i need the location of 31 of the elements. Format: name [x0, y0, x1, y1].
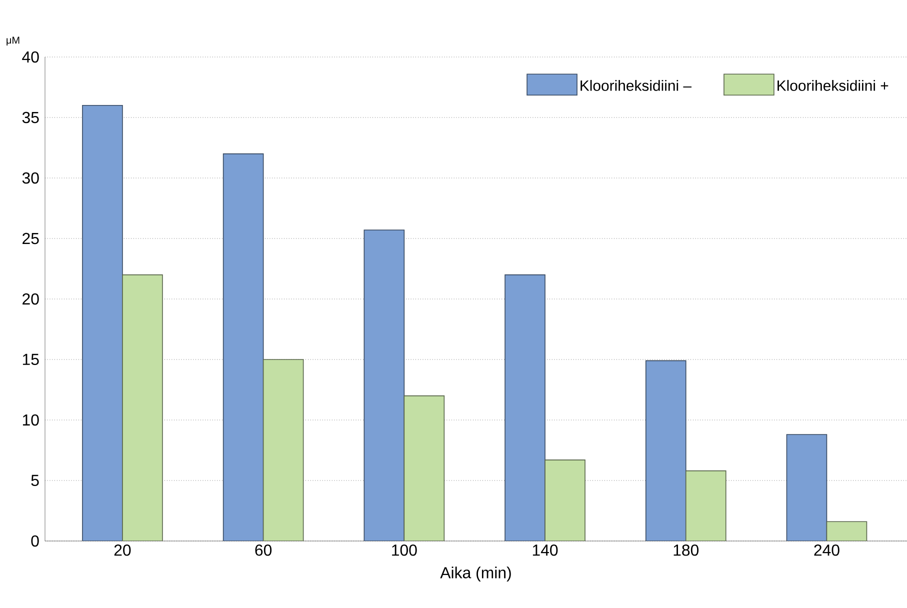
bar: [504, 274, 546, 541]
bar: [222, 153, 264, 541]
y-tick-label: 30: [22, 172, 39, 184]
y-tick-label: 25: [22, 232, 39, 244]
x-tick-label: 180: [674, 544, 699, 556]
y-tick-label: 20: [22, 293, 39, 305]
legend-label: Klooriheksidiini +: [778, 80, 888, 91]
bar: [786, 434, 828, 541]
y-tick-label: 5: [31, 474, 39, 486]
x-axis-title: Aika (min): [440, 566, 511, 582]
bar: [404, 395, 445, 541]
y-tick-label: 0: [31, 535, 39, 547]
bar: [685, 470, 726, 541]
x-tick-label: 60: [255, 544, 272, 556]
y-tick-label: 15: [22, 354, 39, 366]
bar: [122, 274, 163, 541]
bar: [645, 360, 686, 541]
x-tick-label: 240: [814, 544, 840, 556]
bar: [262, 359, 304, 541]
bar: [364, 230, 405, 541]
bar: [82, 105, 123, 541]
y-tick-label: 40: [22, 51, 39, 63]
bar: [826, 521, 868, 541]
y-axis-title: μM: [6, 36, 20, 46]
x-tick-label: 140: [532, 544, 558, 556]
y-tick-label: 35: [22, 112, 39, 124]
x-tick-label: 20: [114, 544, 131, 556]
y-tick-label: 10: [22, 414, 39, 426]
x-tick-label: 100: [392, 544, 417, 556]
bar: [544, 460, 586, 541]
legend-label: Klooriheksidiini –: [580, 80, 692, 91]
